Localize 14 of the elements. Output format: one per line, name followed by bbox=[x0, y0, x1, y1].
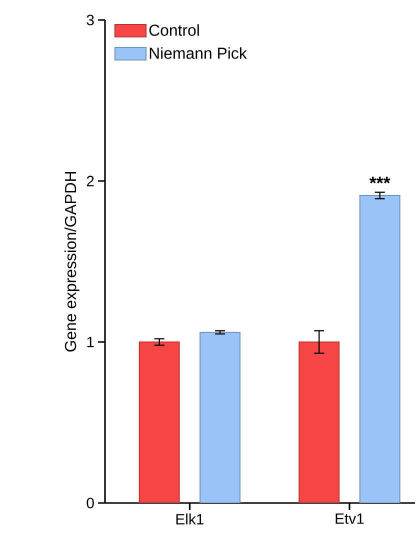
x-tick-label: Etv1 bbox=[336, 514, 364, 524]
bar bbox=[298, 342, 340, 503]
y-tick-label: 3 bbox=[86, 14, 94, 26]
y-tick-label: 0 bbox=[86, 498, 94, 508]
bar bbox=[359, 194, 400, 503]
legend-label: Control bbox=[149, 24, 199, 36]
y-tick-label: 2 bbox=[86, 176, 94, 186]
y-tick-label: 1 bbox=[87, 336, 94, 348]
x-tick-label: Elk1 bbox=[176, 514, 204, 524]
bar bbox=[200, 332, 241, 503]
annotation: *** bbox=[369, 176, 390, 184]
legend-label: Niemann Pick bbox=[150, 47, 247, 59]
bar bbox=[138, 342, 180, 503]
y-axis-title: Gene expression/GAPDH bbox=[64, 172, 80, 352]
